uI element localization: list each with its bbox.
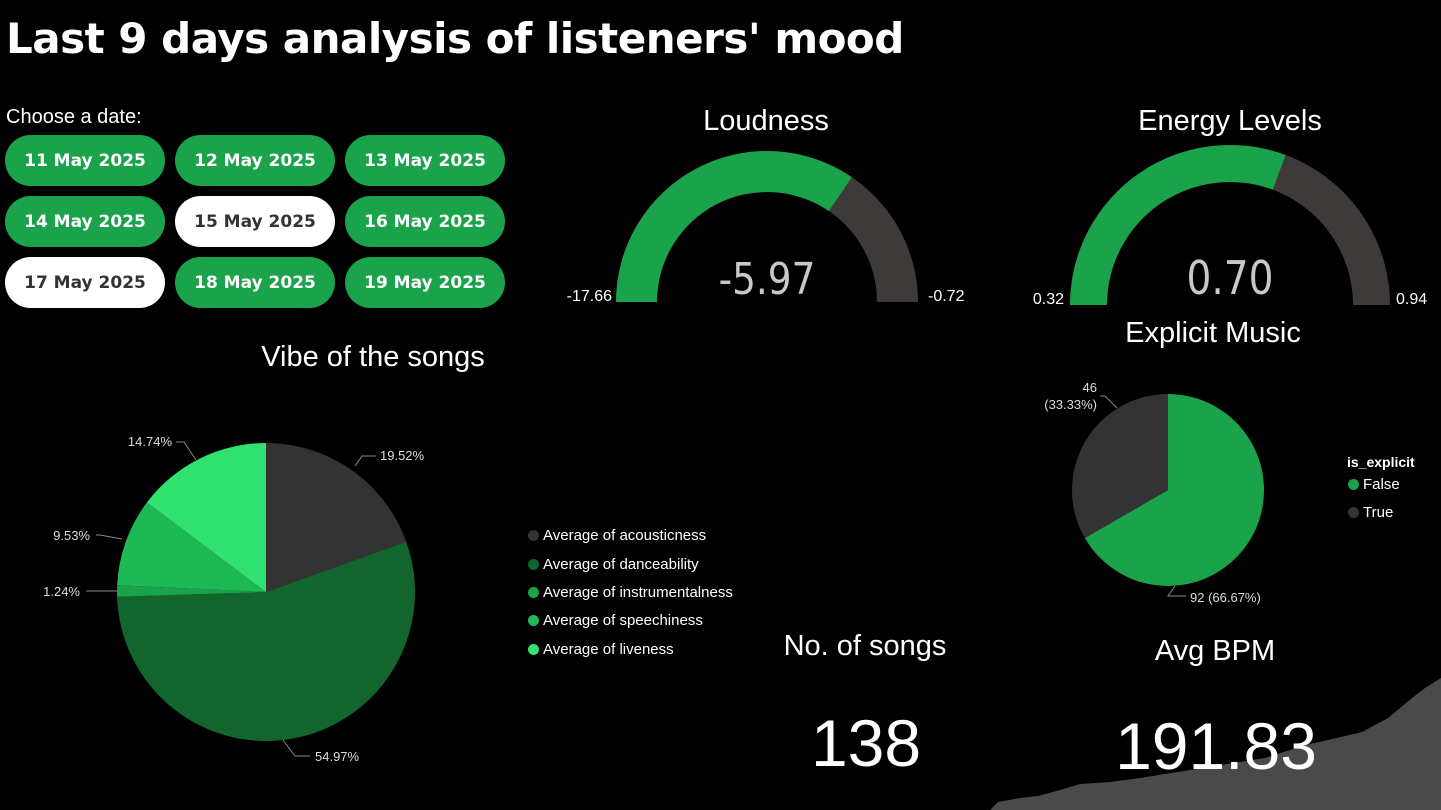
page-title: Last 9 days analysis of listeners' mood: [6, 14, 904, 63]
explicit-pie-chart: 92 (66.67%) 46 (33.33%): [1044, 380, 1264, 605]
pie-slice-average-of-speechiness[interactable]: [117, 502, 266, 592]
energy-value: 0.70: [1186, 252, 1273, 306]
data-label-leader-line: [282, 739, 310, 757]
legend-dot-false: [1348, 479, 1359, 490]
pie-slice-average-of-liveness[interactable]: [146, 443, 266, 592]
legend-item-liveness: Average of liveness: [528, 641, 674, 658]
legend-label-true: True: [1363, 504, 1394, 521]
legend-label-liveness: Average of liveness: [543, 641, 674, 658]
data-label-leader-line: [1167, 585, 1186, 597]
legend-dot-liveness: [528, 644, 539, 655]
date-button-19-may[interactable]: 19 May 2025: [345, 257, 505, 308]
songs-card-value: 138: [810, 706, 922, 780]
data-label: (33.33%): [1044, 397, 1097, 412]
energy-title: Energy Levels: [1138, 105, 1322, 137]
pie-slice-false[interactable]: [1084, 394, 1264, 586]
date-button-11-may[interactable]: 11 May 2025: [5, 135, 165, 186]
data-label-leader-line: [176, 441, 197, 461]
date-button-13-may[interactable]: 13 May 2025: [345, 135, 505, 186]
loudness-min-label: -17.66: [567, 288, 612, 305]
data-label: 9.53%: [53, 528, 90, 543]
energy-min-label: 0.32: [1033, 291, 1064, 308]
legend-dot-acousticness: [528, 530, 539, 541]
date-picker-label: Choose a date:: [6, 106, 142, 128]
legend-label-danceability: Average of danceability: [543, 556, 699, 573]
date-picker: 11 May 2025 12 May 2025 13 May 2025 14 M…: [5, 135, 505, 308]
decorative-wave: [990, 678, 1441, 810]
bpm-card-value: 191.83: [1115, 709, 1317, 783]
legend-item-danceability: Average of danceability: [528, 556, 699, 573]
legend-item-false: False: [1348, 476, 1400, 493]
legend-item-true: True: [1348, 504, 1393, 521]
pie-slice-true[interactable]: [1072, 394, 1168, 538]
data-label-leader-line: [1100, 395, 1118, 409]
legend-dot-speechiness: [528, 615, 539, 626]
loudness-title: Loudness: [703, 105, 829, 137]
loudness-gauge-fill: [616, 151, 852, 302]
legend-item-instrumentalness: Average of instrumentalness: [528, 584, 733, 601]
pie-slice-average-of-danceability[interactable]: [117, 541, 416, 742]
loudness-gauge: -5.97 -17.66 -0.72: [567, 151, 965, 305]
energy-gauge-fill: [1070, 144, 1286, 305]
data-label: 46: [1083, 380, 1097, 395]
pie-slice-average-of-instrumentalness[interactable]: [116, 585, 266, 597]
date-button-12-may[interactable]: 12 May 2025: [175, 135, 335, 186]
explicit-chart-title: Explicit Music: [1125, 317, 1301, 349]
vibe-pie-chart: 19.52% 54.97% 1.24% 9.53% 14.74%: [43, 434, 425, 764]
loudness-value: -5.97: [719, 253, 816, 305]
legend-dot-instrumentalness: [528, 587, 539, 598]
loudness-max-label: -0.72: [928, 288, 965, 305]
data-label-leader-line: [354, 455, 376, 467]
legend-dot-true: [1348, 507, 1359, 518]
date-button-16-may[interactable]: 16 May 2025: [345, 196, 505, 247]
date-button-15-may[interactable]: 15 May 2025: [175, 196, 335, 247]
data-label: 92 (66.67%): [1190, 590, 1261, 605]
legend-label-false: False: [1363, 476, 1400, 493]
pie-slice-average-of-acousticness[interactable]: [266, 443, 407, 592]
energy-max-label: 0.94: [1396, 291, 1427, 308]
legend-dot-danceability: [528, 559, 539, 570]
data-label: 1.24%: [43, 584, 80, 599]
date-button-17-may[interactable]: 17 May 2025: [5, 257, 165, 308]
bpm-card-title: Avg BPM: [1154, 635, 1276, 667]
explicit-legend-title: is_explicit: [1347, 454, 1415, 470]
data-label: 54.97%: [315, 749, 360, 764]
legend-label-acousticness: Average of acousticness: [543, 527, 707, 544]
date-button-18-may[interactable]: 18 May 2025: [175, 257, 335, 308]
energy-gauge: 0.70 0.32 0.94: [1033, 144, 1427, 308]
songs-card-title: No. of songs: [783, 630, 947, 662]
legend-label-instrumentalness: Average of instrumentalness: [543, 584, 733, 601]
data-label: 19.52%: [380, 448, 425, 463]
data-label-leader-line: [96, 534, 123, 540]
date-button-14-may[interactable]: 14 May 2025: [5, 196, 165, 247]
vibe-chart-title: Vibe of the songs: [261, 341, 485, 373]
legend-label-speechiness: Average of speechiness: [543, 612, 703, 629]
legend-item-acousticness: Average of acousticness: [528, 527, 706, 544]
legend-item-speechiness: Average of speechiness: [528, 612, 703, 629]
data-label: 14.74%: [128, 434, 173, 449]
